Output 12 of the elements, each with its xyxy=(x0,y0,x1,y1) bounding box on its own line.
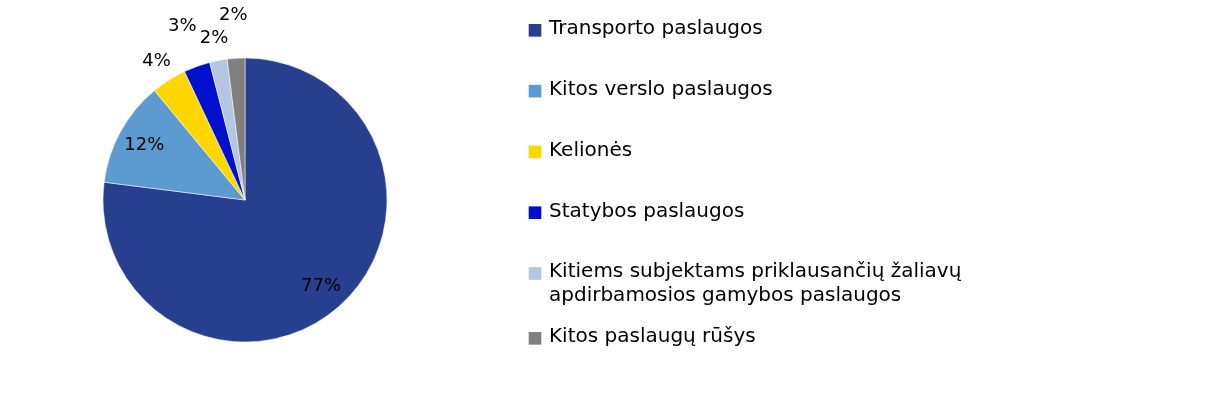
legend-label: Transporto paslaugos xyxy=(548,15,763,40)
data-label: 4% xyxy=(142,48,171,70)
data-label: 2% xyxy=(199,25,229,47)
data-label: 3% xyxy=(168,13,197,35)
legend-label: Kelionės xyxy=(549,136,633,161)
legend-label: Kitos verslo paslaugos xyxy=(549,76,773,101)
data-label: 77% xyxy=(301,274,342,296)
data-label: 12% xyxy=(124,132,165,154)
legend-label: Statybos paslaugos xyxy=(549,197,745,222)
data-label: 2% xyxy=(219,3,248,25)
legend-label: Kitos paslaugų rūšys xyxy=(549,323,756,348)
legend-label: Kitiems subjektams priklausančių žaliavų apdirbamosios gamybos paslaugos xyxy=(549,258,962,307)
